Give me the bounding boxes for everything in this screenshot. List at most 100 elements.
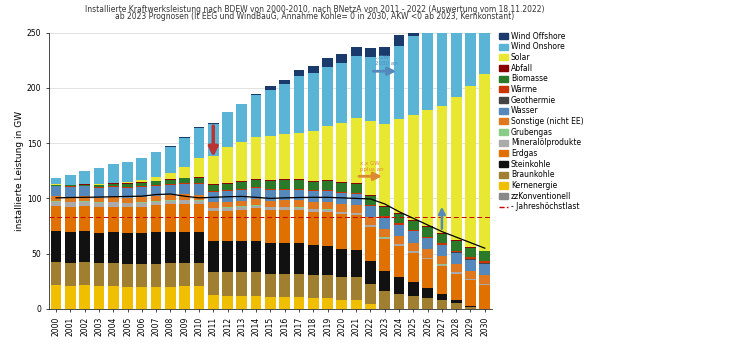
Bar: [380, 237, 390, 238]
Bar: [365, 206, 376, 217]
Bar: [236, 210, 248, 241]
Bar: [465, 257, 476, 259]
Bar: [408, 23, 419, 36]
Bar: [251, 206, 262, 208]
Bar: [179, 167, 190, 178]
Bar: [251, 272, 262, 296]
Bar: [165, 195, 176, 200]
Bar: [465, 86, 476, 247]
Bar: [165, 286, 176, 309]
Bar: [365, 121, 376, 195]
Bar: [380, 218, 390, 229]
Y-axis label: installierte Leistung in GW: installierte Leistung in GW: [15, 111, 24, 231]
Bar: [222, 147, 233, 183]
Bar: [80, 184, 90, 185]
Bar: [422, 259, 433, 288]
Bar: [194, 127, 204, 128]
Bar: [394, 214, 404, 223]
Bar: [94, 198, 104, 203]
Bar: [236, 206, 248, 207]
Bar: [65, 286, 76, 309]
Bar: [94, 286, 104, 309]
Bar: [294, 180, 304, 188]
Bar: [394, 293, 404, 309]
Bar: [422, 238, 433, 249]
Bar: [208, 184, 218, 185]
Bar: [94, 207, 104, 233]
Bar: [265, 136, 276, 180]
Bar: [279, 200, 290, 207]
Bar: [380, 56, 390, 124]
Bar: [337, 204, 347, 212]
Bar: [436, 245, 447, 256]
Bar: [322, 246, 333, 275]
Bar: [479, 74, 490, 251]
Bar: [179, 194, 190, 200]
Bar: [251, 199, 262, 205]
Bar: [479, 251, 490, 261]
Bar: [465, 279, 476, 280]
Text: Installierte Kraftwerksleistung nach BDEW von 2000-2010, nach BNetzA von 2011 - : Installierte Kraftwerksleistung nach BDE…: [86, 5, 544, 14]
Bar: [80, 231, 90, 262]
Bar: [351, 205, 361, 213]
Bar: [51, 196, 62, 201]
Bar: [94, 263, 104, 286]
Bar: [179, 178, 190, 183]
Bar: [108, 197, 118, 202]
Bar: [436, 300, 447, 309]
Bar: [422, 9, 433, 26]
Bar: [194, 232, 204, 263]
Bar: [236, 104, 248, 142]
Bar: [394, 246, 404, 277]
Bar: [308, 190, 319, 191]
Bar: [294, 70, 304, 76]
Bar: [108, 187, 118, 197]
Bar: [208, 157, 218, 184]
Bar: [436, 256, 447, 264]
Bar: [308, 182, 319, 190]
Bar: [479, 285, 490, 309]
Bar: [236, 241, 248, 272]
Bar: [365, 261, 376, 284]
Bar: [151, 205, 161, 232]
Bar: [337, 249, 347, 277]
Bar: [279, 134, 290, 179]
Bar: [365, 195, 376, 196]
Bar: [479, 264, 490, 276]
Bar: [208, 124, 218, 157]
Bar: [251, 94, 262, 95]
Bar: [251, 296, 262, 309]
Bar: [380, 238, 390, 239]
Bar: [251, 95, 262, 137]
Bar: [236, 189, 248, 190]
Bar: [322, 126, 333, 180]
Bar: [422, 288, 433, 298]
Bar: [51, 201, 62, 206]
Bar: [222, 211, 233, 241]
Bar: [365, 304, 376, 309]
Bar: [408, 220, 419, 230]
Bar: [51, 185, 62, 186]
Bar: [165, 184, 176, 185]
Bar: [122, 233, 133, 264]
Bar: [479, 276, 490, 284]
Bar: [408, 230, 419, 231]
Bar: [179, 183, 190, 184]
Bar: [122, 203, 133, 207]
Bar: [337, 192, 347, 193]
Bar: [208, 192, 218, 202]
Bar: [194, 177, 204, 178]
Bar: [251, 180, 262, 187]
Bar: [294, 208, 304, 210]
Bar: [94, 168, 104, 184]
Bar: [451, 264, 461, 272]
Bar: [351, 184, 361, 193]
Bar: [265, 297, 276, 309]
Bar: [194, 184, 204, 194]
Bar: [308, 73, 319, 131]
Bar: [179, 138, 190, 167]
Bar: [380, 291, 390, 309]
Bar: [422, 249, 433, 258]
Bar: [451, 252, 461, 253]
Bar: [194, 178, 204, 184]
